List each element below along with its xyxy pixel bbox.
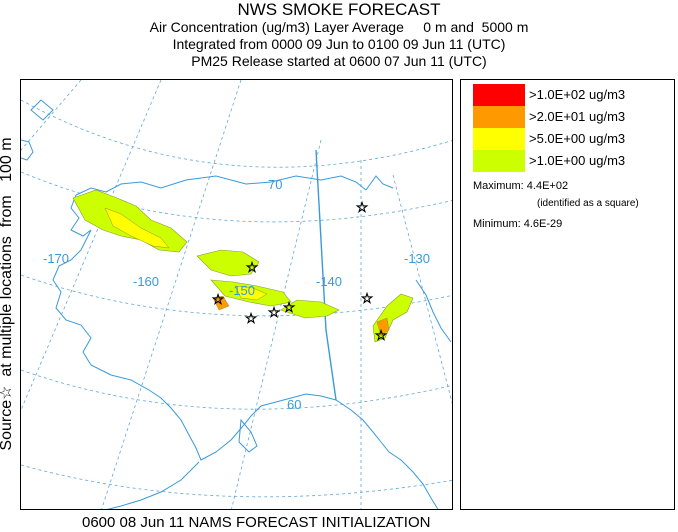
fire-sources: ☆ ☆ ☆ ☆ ☆ ☆ ☆ ☆ (211, 199, 388, 344)
source-star: ☆ (283, 299, 296, 315)
smoke-map: ☆ ☆ ☆ ☆ ☆ ☆ ☆ ☆ -170 -160 -150 -140 -130… (20, 79, 453, 510)
initialization-footer: 0600 08 Jun 11 NAMS FORECAST INITIALIZAT… (82, 514, 431, 531)
forecast-title: NWS SMOKE FORECAST (237, 0, 441, 19)
source-star: ☆ (375, 327, 388, 343)
aleutian-arc (106, 461, 200, 509)
legend-label: >1.0E+02 ug/m3 (529, 87, 626, 102)
lon-label-170: -170 (43, 251, 69, 266)
legend-row: >1.0E+00 ug/m3 (473, 150, 673, 172)
legend-row: >5.0E+00 ug/m3 (473, 128, 673, 150)
map-canvas: ☆ ☆ ☆ ☆ ☆ ☆ ☆ ☆ -170 -160 -150 -140 -130… (21, 80, 452, 509)
lon-label-160: -160 (133, 274, 159, 289)
latitude-line-55 (21, 464, 452, 498)
source-height-label: Source☆ at multiple locations from 100 m (0, 137, 15, 451)
source-star: ☆ (246, 259, 259, 275)
legend-row: >2.0E+01 ug/m3 (473, 106, 673, 128)
legend-swatch (473, 150, 525, 172)
maximum-note: (identified as a square) (537, 198, 639, 209)
lon-label-140: -140 (316, 274, 342, 289)
canada-coast (415, 279, 452, 343)
smoke-plumes (72, 189, 414, 343)
legend: >1.0E+02 ug/m3 >2.0E+01 ug/m3 >5.0E+00 u… (460, 79, 675, 510)
source-star: ☆ (212, 291, 225, 307)
plume-west-core (104, 207, 170, 249)
lon-label-130: -130 (404, 251, 430, 266)
island-coast (30, 99, 54, 121)
legend-swatch (473, 106, 525, 128)
seward-peninsula-coast (70, 194, 92, 237)
plume-east (280, 299, 340, 319)
legend-label: >1.0E+00 ug/m3 (529, 153, 626, 168)
concentration-subtitle: Air Concentration (ug/m3) Layer Average … (149, 19, 529, 35)
source-star: ☆ (356, 199, 369, 215)
lon-label-150: -150 (229, 283, 255, 298)
mackenzie-coast (365, 175, 394, 191)
source-star: ☆ (245, 310, 258, 326)
maximum-value: Maximum: 4.4E+02 (473, 180, 569, 192)
gulf-of-alaska-coast (110, 374, 439, 509)
legend-swatch (473, 84, 525, 106)
chukotka-coast (21, 139, 34, 161)
legend-swatch (473, 128, 525, 150)
legend-row: >1.0E+02 ug/m3 (473, 84, 673, 106)
kodiak-coast (238, 418, 258, 453)
plume-central-north (196, 249, 260, 277)
longitude-line-170 (21, 80, 162, 411)
legend-label: >5.0E+00 ug/m3 (529, 131, 626, 146)
lat-label-60: 60 (287, 397, 301, 412)
latitude-line-65 (21, 274, 452, 317)
minimum-value: Minimum: 4.6E-29 (473, 218, 563, 230)
latitude-line-75 (21, 99, 452, 168)
longitude-line-180 (21, 80, 82, 151)
coastline (21, 99, 452, 509)
source-star: ☆ (268, 304, 281, 320)
western-alaska-coast (52, 229, 112, 376)
graticule-labels: -170 -160 -150 -140 -130 70 60 (43, 177, 430, 412)
alaska-canada-border (315, 149, 337, 401)
plume-central-core (234, 285, 268, 301)
latitude-line-60 (21, 369, 452, 410)
plume-yukon-core (376, 317, 390, 337)
legend-label: >2.0E+01 ug/m3 (529, 109, 626, 124)
integration-period: Integrated from 0000 09 Jun to 0100 09 J… (172, 36, 506, 52)
release-info: PM25 Release started at 0600 07 Jun 11 (… (191, 53, 487, 69)
lat-label-70: 70 (268, 177, 282, 192)
plume-hotspot-1 (212, 295, 230, 311)
north-slope-coast (75, 175, 367, 196)
longitude-line-130 (392, 174, 452, 404)
source-star: ☆ (361, 290, 374, 306)
